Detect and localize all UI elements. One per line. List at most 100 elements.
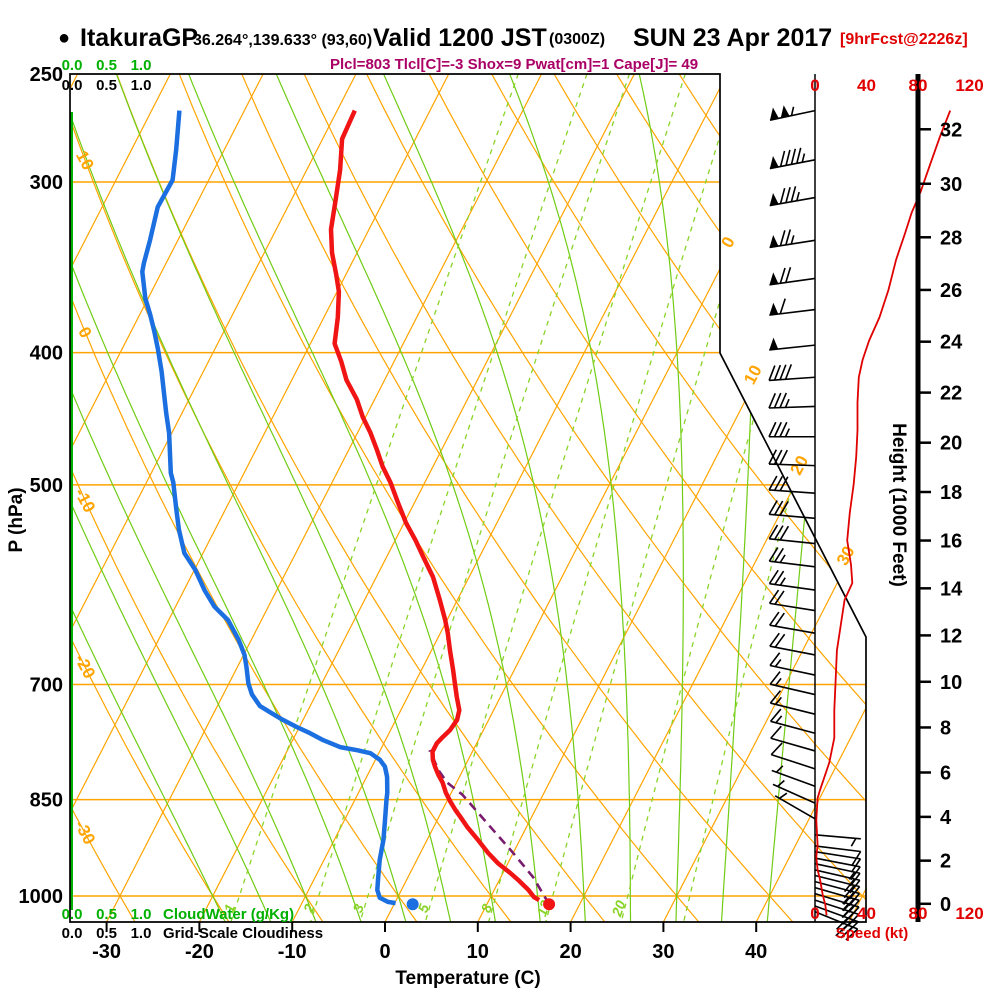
mixing-ratio-line bbox=[487, 74, 740, 922]
wind-barb-pennant bbox=[780, 105, 790, 118]
wind-barb-staff bbox=[814, 899, 859, 916]
wind-barb-full bbox=[785, 229, 792, 246]
pressure-tick-label: 500 bbox=[30, 475, 63, 497]
wind-barb-full bbox=[779, 150, 786, 167]
wind-barb bbox=[769, 652, 816, 676]
wind-barb bbox=[769, 229, 816, 249]
isotherm-line bbox=[106, 74, 543, 922]
speed-tick-label-top: 120 bbox=[955, 76, 983, 95]
wind-barb-staff bbox=[769, 537, 816, 545]
height-tick-label: 16 bbox=[940, 531, 962, 553]
wind-barb bbox=[769, 105, 816, 121]
height-tick-label: 2 bbox=[940, 851, 951, 873]
wind-barb-staff bbox=[774, 795, 816, 820]
wind-barb-full bbox=[774, 525, 784, 540]
wind-barb-full bbox=[796, 147, 802, 164]
temp-tick-label: 30 bbox=[652, 941, 674, 963]
wind-barb bbox=[774, 792, 816, 820]
wind-barb-full bbox=[779, 364, 787, 380]
wind-barb bbox=[814, 911, 859, 941]
moist-adiabat-line bbox=[720, 74, 756, 922]
pressure-tick-label: 1000 bbox=[19, 886, 64, 908]
moist-adiabat-line bbox=[115, 74, 452, 922]
wind-barb-full bbox=[769, 611, 780, 626]
wind-barb-full bbox=[779, 449, 788, 465]
wind-barb-full bbox=[773, 475, 784, 491]
wind-barb bbox=[770, 742, 816, 770]
wind-barb-staff bbox=[814, 880, 860, 895]
wind-barb bbox=[770, 725, 816, 752]
isotherm-line bbox=[755, 74, 866, 922]
pressure-axis-title: P (hPa) bbox=[6, 487, 27, 552]
wind-barb-full bbox=[842, 898, 855, 912]
wind-barb-full bbox=[785, 149, 791, 166]
temperature-line bbox=[328, 109, 541, 903]
wind-barb-full bbox=[779, 187, 786, 204]
wind-barb-full bbox=[768, 421, 777, 438]
dry-adiabat-line bbox=[70, 74, 418, 922]
mixing-ratio-line bbox=[230, 74, 519, 922]
dry-adiabat-label: 0 bbox=[74, 324, 95, 341]
wind-barb-staff bbox=[769, 463, 816, 467]
wind-barb-full bbox=[769, 690, 782, 704]
surface-temp-dot bbox=[543, 898, 556, 911]
wind-barb-staff bbox=[769, 109, 816, 121]
mixing-ratio-line bbox=[424, 74, 686, 922]
speed-tick-label-bottom: 80 bbox=[909, 904, 928, 923]
moist-adiabat-line bbox=[188, 74, 496, 922]
wind-barb-full bbox=[773, 449, 783, 465]
wind-barb-staff bbox=[769, 560, 816, 568]
forecast-tag: [9hrFcst@2226z] bbox=[840, 31, 968, 48]
wind-barb-full bbox=[774, 633, 786, 648]
wind-barb bbox=[768, 449, 816, 467]
height-tick-label: 32 bbox=[940, 119, 962, 141]
wind-barb-staff bbox=[814, 862, 861, 875]
moist-adiabat-line bbox=[638, 74, 684, 922]
wind-barb-half bbox=[779, 554, 786, 563]
wind-barb-staff bbox=[769, 582, 816, 591]
cloudwater-scale-top: 1.0 bbox=[131, 57, 152, 74]
speed-tick-label-bottom: 0 bbox=[810, 904, 819, 923]
wind-barb-pennant bbox=[769, 234, 779, 248]
wind-barb-staff bbox=[814, 845, 861, 853]
height-tick-label: 30 bbox=[940, 174, 962, 196]
moist-adiabat-line bbox=[766, 74, 842, 922]
temp-tick-label: 0 bbox=[379, 941, 390, 963]
moist-adiabat-line bbox=[509, 74, 632, 922]
dry-adiabat-line bbox=[70, 74, 512, 922]
cloudwater-scale-top: 0.5 bbox=[96, 57, 117, 74]
wind-barb-full bbox=[773, 392, 782, 409]
speed-tick-label-bottom: 40 bbox=[857, 904, 876, 923]
wind-barb-pennant bbox=[770, 107, 779, 121]
wind-barb-staff bbox=[814, 857, 861, 868]
wind-barb bbox=[769, 708, 816, 735]
wind-barb-full bbox=[770, 725, 782, 739]
wind-barb-staff bbox=[769, 683, 816, 696]
wind-barb-half bbox=[774, 677, 782, 686]
height-tick-label: 18 bbox=[940, 482, 962, 504]
isotherm-line bbox=[198, 74, 635, 922]
dry-adiabat-line bbox=[178, 74, 700, 922]
wind-barb-full bbox=[784, 364, 793, 380]
valid-time-z: (0300Z) bbox=[549, 31, 606, 48]
dry-adiabat-line bbox=[303, 74, 866, 922]
wind-barb-full bbox=[773, 421, 782, 438]
station-coords: 36.264°,139.633° (93,60) bbox=[193, 32, 373, 49]
height-axis-title: Height (1000 Feet) bbox=[888, 423, 909, 587]
temp-tick-label: -20 bbox=[185, 941, 214, 963]
temp-tick-label: 40 bbox=[745, 941, 767, 963]
height-tick-label: 24 bbox=[940, 332, 963, 354]
pressure-tick-label: 400 bbox=[30, 343, 63, 365]
cloudiness-scale-bottom: 1.0 bbox=[131, 925, 152, 942]
moist-adiabat-line bbox=[275, 74, 541, 922]
wind-barb bbox=[768, 392, 816, 409]
wind-barb-half bbox=[775, 765, 784, 773]
isotherm-line bbox=[70, 74, 357, 922]
wind-barb-full bbox=[770, 742, 783, 756]
wind-barb-staff bbox=[769, 376, 816, 382]
wind-barb-full bbox=[774, 590, 785, 605]
dry-adiabat-line bbox=[615, 74, 866, 922]
dry-adiabat-label: 10 bbox=[72, 148, 98, 174]
isotherm-line bbox=[848, 74, 866, 922]
